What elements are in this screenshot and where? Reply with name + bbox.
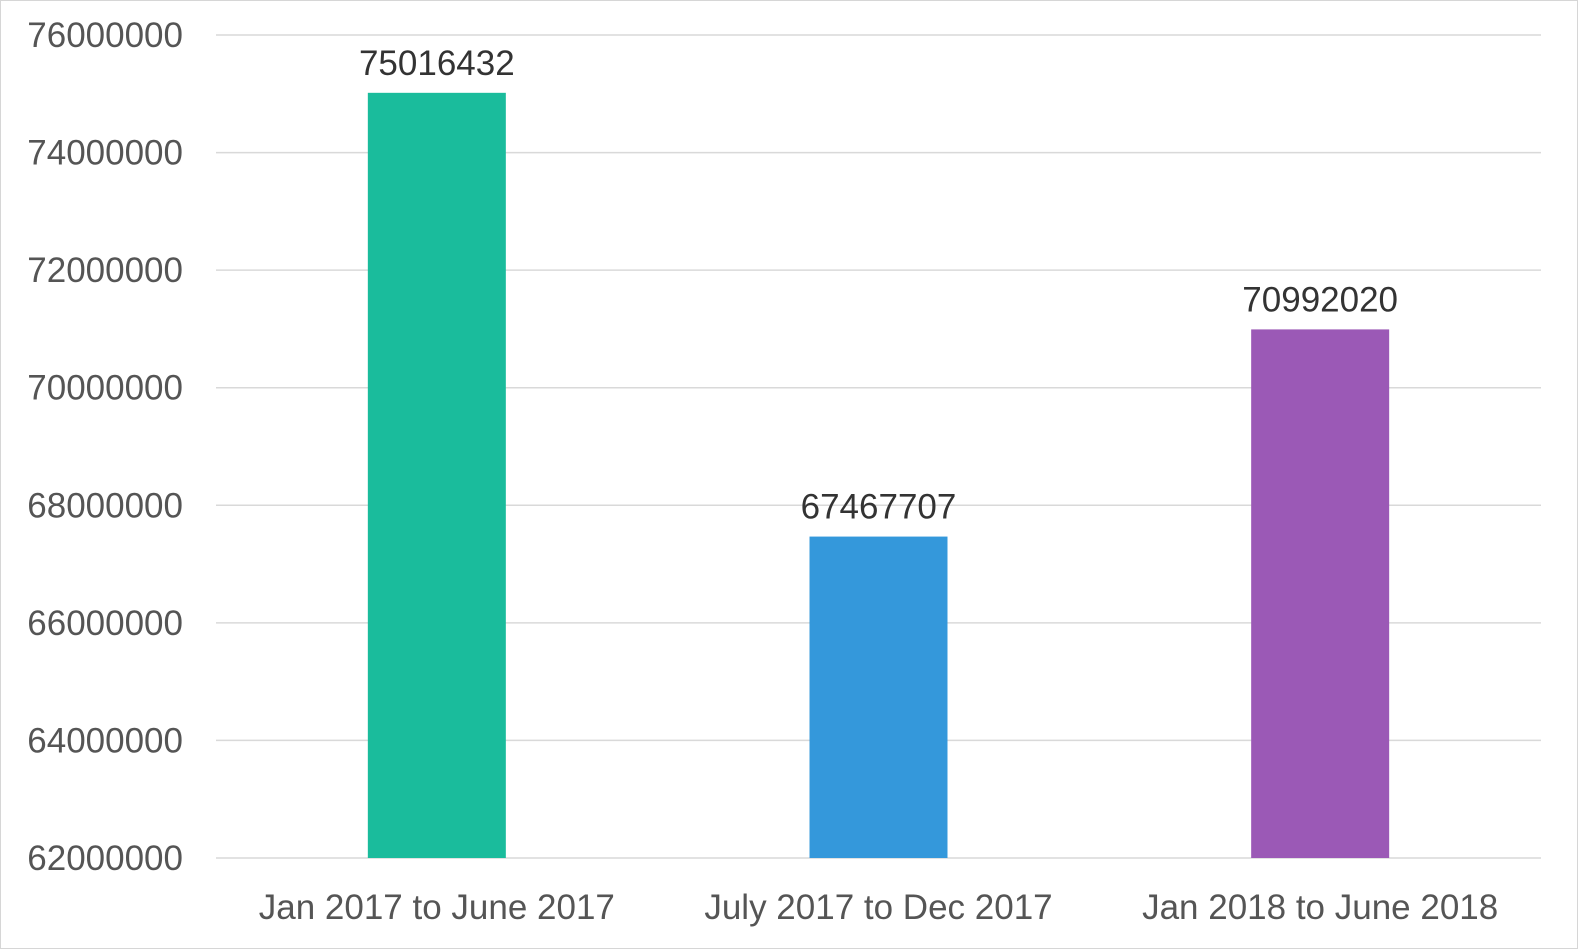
data-label: 67467707	[801, 488, 957, 527]
bar	[367, 92, 506, 858]
y-tick-label: 66000000	[27, 604, 183, 643]
y-tick-label: 70000000	[27, 369, 183, 408]
bar	[1251, 329, 1390, 858]
x-tick-label: Jan 2018 to June 2018	[1142, 888, 1498, 927]
data-label: 75016432	[359, 44, 515, 83]
y-tick-label: 76000000	[27, 16, 183, 55]
y-tick-label: 74000000	[27, 134, 183, 173]
x-tick-label: July 2017 to Dec 2017	[704, 888, 1052, 927]
y-tick-label: 64000000	[27, 721, 183, 760]
bars	[367, 92, 1390, 858]
x-axis-ticks: Jan 2017 to June 2017 July 2017 to Dec 20…	[259, 888, 1498, 927]
x-tick-label: Jan 2017 to June 2017	[259, 888, 615, 927]
y-tick-label: 68000000	[27, 486, 183, 525]
data-labels: 75016432 67467707 70992020	[359, 44, 1398, 527]
y-axis-ticks: 62000000 64000000 66000000 68000000 70000000…	[27, 16, 183, 878]
bar	[809, 536, 948, 858]
y-tick-label: 72000000	[27, 251, 183, 290]
data-label: 70992020	[1242, 280, 1398, 319]
y-tick-label: 62000000	[27, 839, 183, 878]
